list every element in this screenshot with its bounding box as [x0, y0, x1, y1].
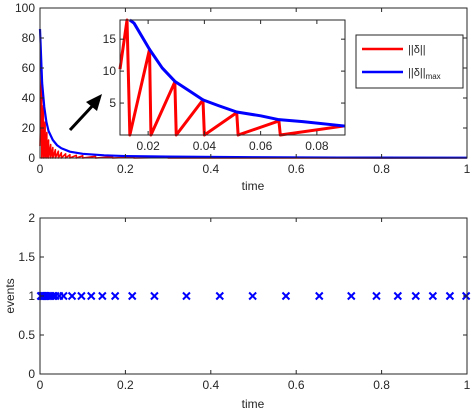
inset-ytick-label: 10	[103, 64, 117, 78]
bottom-xtick-label: 0	[37, 378, 44, 392]
top-ytick-label: 60	[22, 61, 36, 75]
bottom-xlabel: time	[242, 397, 265, 411]
inset-series-group	[118, 18, 346, 137]
inset-plot: 0.02 0.04 0.06 0.08 5 10 15	[103, 18, 346, 153]
inset-xtick-label: 0.06	[249, 139, 273, 153]
inset-ytick-label: 5	[109, 96, 116, 110]
event-marker	[67, 291, 77, 301]
top-xtick-label: 0.4	[202, 162, 219, 176]
bottom-xtick-label: 1	[464, 378, 471, 392]
event-marker	[411, 291, 420, 301]
top-xtick-label: 0.6	[288, 162, 305, 176]
event-marker	[248, 291, 257, 301]
inset-area	[120, 20, 345, 135]
event-marker	[182, 291, 191, 301]
inset-delta-line	[118, 18, 344, 137]
inset-frame	[119, 19, 346, 136]
bottom-ylabel: events	[3, 278, 17, 313]
bottom-ytick-label: 2	[28, 211, 35, 225]
legend: ||δ|| ||δ||max	[355, 34, 464, 89]
series-delta-line	[39, 67, 468, 159]
legend-box	[355, 34, 464, 89]
top-xtick-label: 0	[37, 162, 44, 176]
event-marker	[110, 291, 120, 301]
event-marker	[98, 291, 107, 301]
inset-delta-max-line	[128, 18, 346, 128]
zoom-arrow	[68, 94, 102, 132]
inset-xtick-label: 0.02	[136, 139, 160, 153]
event-marker	[372, 291, 381, 301]
event-marker	[315, 291, 324, 301]
bottom-ytick-label: 0	[28, 367, 35, 381]
event-marker	[48, 291, 58, 301]
zoom-arrow-shaft	[68, 100, 98, 132]
event-marker	[428, 291, 438, 301]
top-xtick-label: 0.2	[117, 162, 134, 176]
event-marker	[77, 291, 86, 301]
bottom-xtick-label: 0.6	[288, 378, 305, 392]
top-xtick-label: 0.8	[373, 162, 390, 176]
bottom-plot: 0 0.2 0.4 0.6 0.8 1 0 0.5 1 1.5 2 time events	[3, 211, 471, 411]
inset-ticks: 0.02 0.04 0.06 0.08 5 10 15	[103, 20, 345, 153]
top-ytick-label: 0	[28, 151, 35, 165]
top-ytick-label: 20	[22, 121, 36, 135]
event-marker	[347, 291, 356, 301]
event-marker	[445, 291, 455, 301]
bottom-ytick-label: 0.5	[18, 328, 35, 342]
event-marker	[393, 291, 403, 301]
event-marker	[150, 291, 159, 301]
bottom-ytick-label: 1.5	[18, 250, 35, 264]
event-marker	[128, 291, 137, 301]
bottom-ytick-label: 1	[28, 289, 35, 303]
top-xtick-label: 1	[464, 162, 471, 176]
zoom-arrow-head	[86, 94, 102, 111]
top-xlabel: time	[242, 179, 265, 193]
inset-ytick-label: 15	[103, 32, 117, 46]
bottom-xtick-label: 0.8	[373, 378, 390, 392]
top-ytick-label: 80	[22, 31, 36, 45]
bottom-xtick-label: 0.2	[117, 378, 134, 392]
top-ytick-label: 40	[22, 91, 36, 105]
top-ytick-label: 100	[15, 1, 35, 15]
inset-xtick-label: 0.04	[193, 139, 217, 153]
top-plot-frame	[39, 7, 468, 159]
event-marker	[87, 291, 96, 301]
legend-label-delta: ||δ||	[408, 44, 426, 56]
event-marker	[281, 291, 291, 301]
event-marker	[59, 291, 68, 301]
inset-xtick-label: 0.08	[305, 139, 329, 153]
event-marker	[215, 291, 224, 301]
bottom-ticks: 0 0.2 0.4 0.6 0.8 1 0 0.5 1 1.5 2	[18, 211, 470, 392]
bottom-xtick-label: 0.4	[202, 378, 219, 392]
